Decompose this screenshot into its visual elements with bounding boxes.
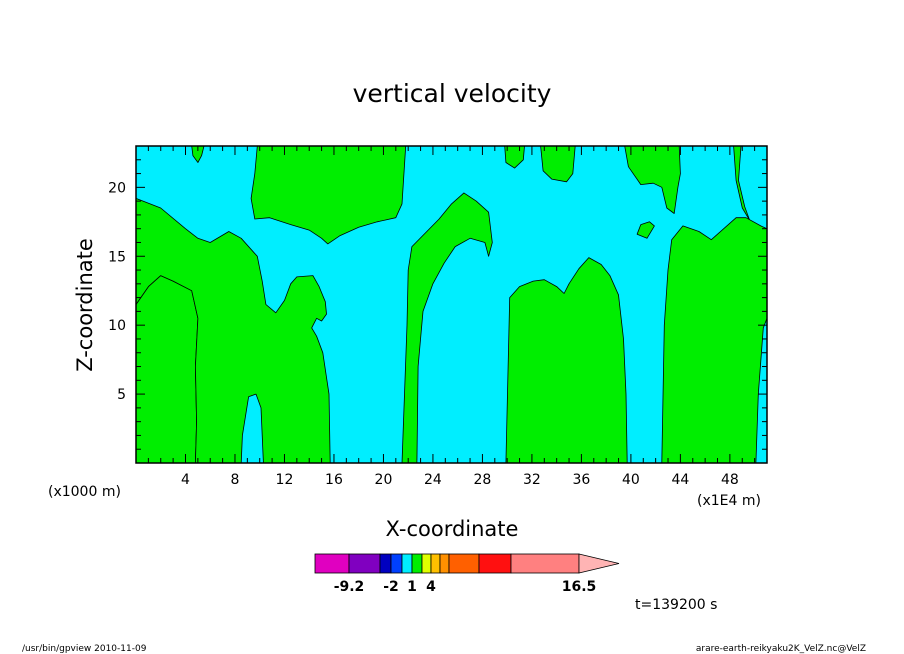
colorbar-swatch — [314, 553, 350, 574]
colorbar-swatch — [411, 553, 423, 574]
contour-region-top-right-lobe — [624, 145, 681, 214]
plot-frame — [135, 145, 768, 464]
contour-region-top-right-blob-48 — [733, 145, 751, 221]
colorbar-swatch — [379, 553, 392, 574]
colorbar-label: -9.2 — [334, 579, 365, 595]
x-tick-label: 24 — [424, 472, 442, 488]
y-tick-label: 10 — [108, 318, 126, 334]
x-axis-ticks: 4 8 12 16 20 24 28 32 36 40 44 48 — [147, 146, 756, 488]
contour-region-left-bottom-lobe — [135, 275, 199, 464]
colorbar-swatch — [348, 553, 381, 574]
contour-region-small-island-41 — [636, 221, 655, 239]
x-tick-label: 4 — [181, 472, 190, 488]
colorbar-swatch — [430, 553, 441, 574]
colorbar-swatch — [510, 553, 580, 574]
contour-region-center-right-dome — [505, 257, 628, 464]
colorbar-label: 4 — [426, 579, 436, 595]
time-label: t=139200 s — [635, 597, 717, 613]
plot-area — [135, 145, 768, 464]
x-tick-label: 12 — [276, 472, 294, 488]
colorbar-swatch — [478, 553, 512, 574]
contour-region-center-plume — [401, 192, 493, 464]
y-tick-label: 20 — [108, 180, 126, 196]
y-tick-label: 5 — [117, 387, 126, 403]
colorbar-swatch — [401, 553, 413, 574]
contour-region-left-arm — [135, 197, 331, 464]
footer-left: /usr/bin/gpview 2010-11-09 — [22, 644, 147, 654]
colorbar-label: -2 — [383, 579, 399, 595]
colorbar-label: 1 — [407, 579, 417, 595]
x-tick-label: 16 — [325, 472, 343, 488]
x-tick-label: 32 — [523, 472, 541, 488]
x-axis-label: X-coordinate — [386, 517, 519, 541]
y-axis-label: Z-coordinate — [73, 238, 97, 372]
colorbar-swatch — [448, 553, 480, 574]
footer-right: arare-earth-reikyaku2K_VelZ.nc@VelZ — [696, 644, 866, 654]
x-tick-label: 40 — [622, 472, 640, 488]
colorbar-swatch — [439, 553, 450, 574]
colorbar-arrow — [578, 553, 620, 574]
contour-region-upper-left-tongue — [250, 145, 407, 245]
colorbar-swatch — [421, 553, 432, 574]
x-tick-label: 44 — [671, 472, 689, 488]
colorbar — [314, 553, 620, 574]
x-tick-label: 28 — [474, 472, 492, 488]
contour-regions — [135, 145, 768, 464]
y-axis-ticks: 5 10 15 20 — [108, 145, 767, 450]
colorbar-labels: -9.2 -2 1 4 16.5 — [334, 579, 597, 595]
y-tick-label: 15 — [108, 249, 126, 265]
x-tick-label: 48 — [721, 472, 739, 488]
x-tick-label: 8 — [231, 472, 240, 488]
x-tick-label: 20 — [375, 472, 393, 488]
colorbar-label: 16.5 — [562, 579, 597, 595]
chart-title: vertical velocity — [353, 79, 552, 108]
contour-region-right-dome — [661, 217, 768, 464]
x-unit-label: (x1000 m) — [48, 484, 121, 500]
x-unit-right-label: (x1E4 m) — [697, 493, 761, 509]
x-tick-label: 36 — [572, 472, 590, 488]
colorbar-swatch — [390, 553, 403, 574]
